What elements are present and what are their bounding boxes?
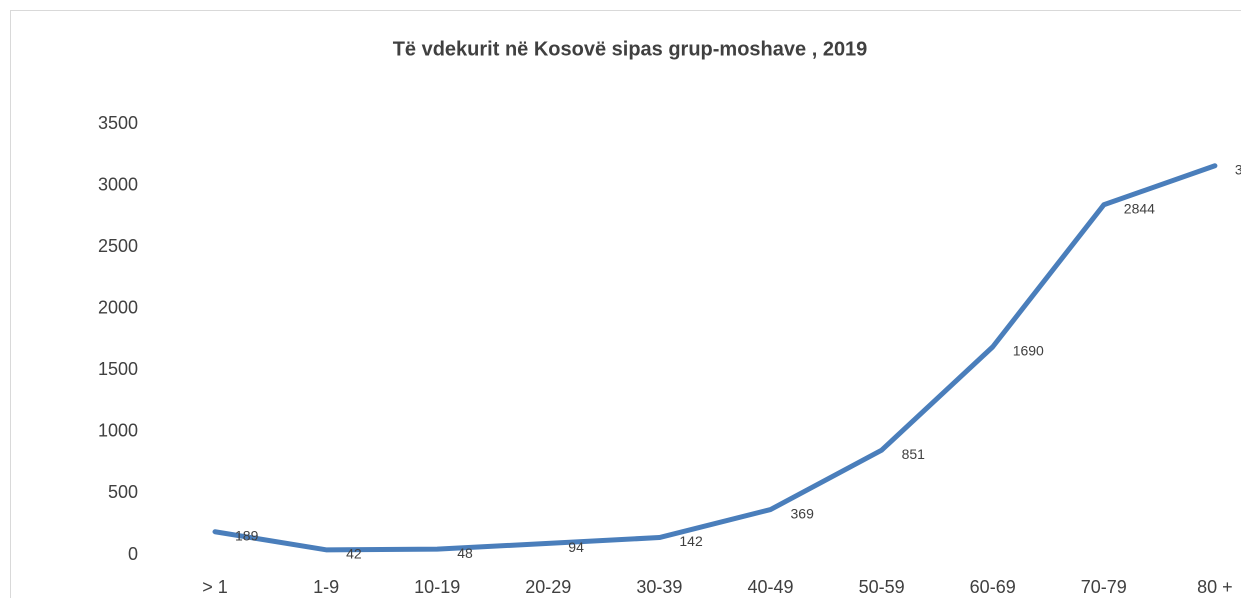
x-tick-label: 40-49: [747, 577, 793, 597]
x-tick-label: 20-29: [525, 577, 571, 597]
data-label: 48: [457, 545, 473, 561]
data-label: 42: [346, 546, 362, 562]
data-label: 1690: [1013, 343, 1044, 359]
data-label: 189: [235, 527, 259, 543]
chart-frame: [10, 10, 1241, 598]
line-series: [212, 163, 1218, 553]
chart-title: Të vdekurit në Kosovë sipas grup-moshave…: [393, 38, 868, 60]
y-tick-label: 1500: [98, 359, 138, 379]
data-label: 94: [568, 539, 584, 555]
data-label: 369: [791, 505, 815, 521]
data-label: 851: [902, 446, 926, 462]
x-tick-label: 70-79: [1081, 577, 1127, 597]
y-tick-label: 3500: [98, 113, 138, 133]
x-tick-label: 50-59: [859, 577, 905, 597]
data-label: 3161: [1235, 161, 1241, 177]
x-tick-label: 60-69: [970, 577, 1016, 597]
data-label: 2844: [1124, 200, 1155, 216]
x-tick-label: > 1: [202, 577, 228, 597]
data-label: 142: [679, 533, 703, 549]
y-tick-label: 0: [128, 544, 138, 564]
y-tick-label: 2000: [98, 297, 138, 317]
x-tick-label: 10-19: [414, 577, 460, 597]
x-tick-label: 1-9: [313, 577, 339, 597]
y-tick-label: 1000: [98, 421, 138, 441]
y-tick-label: 500: [108, 482, 138, 502]
x-tick-label: 80 +: [1197, 577, 1233, 597]
y-tick-label: 3000: [98, 174, 138, 194]
y-tick-label: 2500: [98, 236, 138, 256]
x-tick-label: 30-39: [636, 577, 682, 597]
